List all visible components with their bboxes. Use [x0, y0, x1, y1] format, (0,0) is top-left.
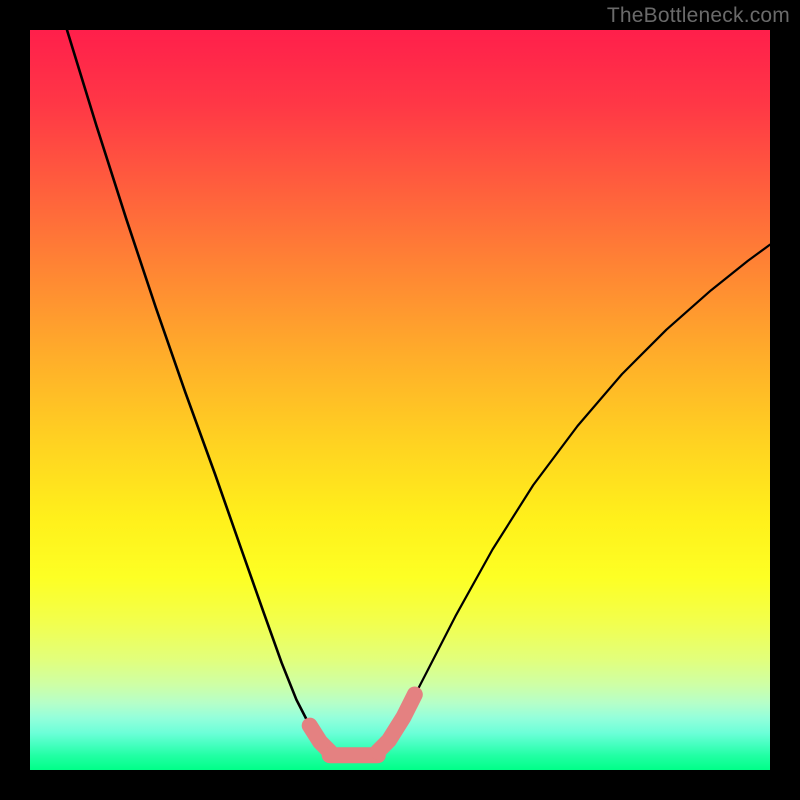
right-curve: [378, 245, 770, 752]
watermark-text: TheBottleneck.com: [607, 4, 790, 28]
curves-layer: [30, 30, 770, 770]
left-curve: [67, 30, 330, 752]
overlay-marker: [310, 695, 415, 756]
plot-area: [30, 30, 770, 770]
